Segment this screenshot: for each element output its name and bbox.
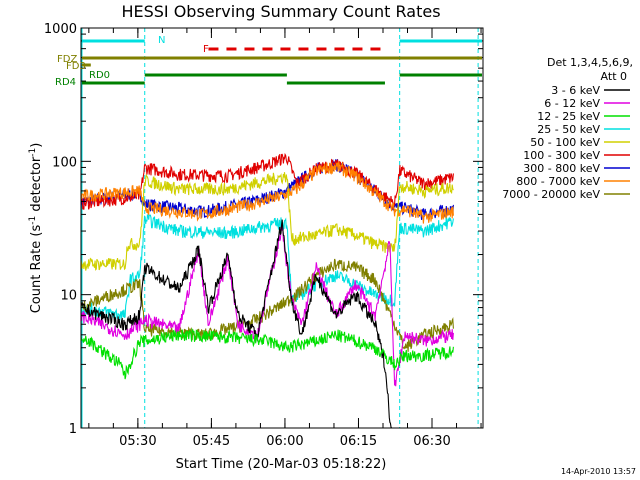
- legend-header-1: Det 1,3,4,5,6,9,: [547, 56, 633, 69]
- legend-label: 6 - 12 keV: [544, 97, 600, 110]
- x-tick-label: 06:30: [413, 434, 450, 449]
- flag-label: RD0: [89, 70, 110, 81]
- y-axis-label: Count Rate (s-1 detector-1): [28, 143, 44, 314]
- series-line: [81, 214, 454, 321]
- chart-title: HESSI Observing Summary Count Rates: [121, 2, 440, 21]
- y-axis-label-end: ): [29, 143, 44, 148]
- legend-label: 3 - 6 keV: [551, 84, 600, 97]
- series-line: [81, 172, 454, 271]
- plot-frame: [80, 27, 484, 429]
- plot-area: [81, 28, 479, 428]
- legend-label: 100 - 300 keV: [523, 149, 600, 162]
- series-line: [81, 327, 454, 380]
- y-axis-label-mid: detector: [29, 156, 44, 216]
- legend-label: 800 - 7000 keV: [516, 175, 600, 188]
- series-line: [81, 219, 395, 428]
- series-line: [81, 223, 454, 387]
- legend-header-2: Att 0: [601, 70, 627, 83]
- flag-label: N: [158, 35, 165, 46]
- y-tick-label: 1000: [44, 22, 77, 37]
- legend-label: 12 - 25 keV: [537, 110, 600, 123]
- x-tick-label: 06:00: [266, 434, 303, 449]
- y-axis-label-main: Count Rate (s: [29, 225, 44, 314]
- x-axis-label: Start Time (20-Mar-03 05:18:22): [176, 457, 387, 472]
- legend-label: 25 - 50 keV: [537, 123, 600, 136]
- legend-label: 50 - 100 keV: [530, 136, 600, 149]
- y-tick-label: 1: [69, 422, 77, 437]
- x-tick-label: 05:45: [193, 434, 230, 449]
- y-axis-label-sup1: -1: [28, 216, 38, 225]
- plot-timestamp: 14-Apr-2010 13:57: [561, 467, 636, 476]
- flag-label: F: [203, 44, 209, 55]
- y-tick-label: 100: [52, 155, 77, 170]
- x-axis-ticks: 05:30 05:45 06:00 06:15 06:30: [88, 28, 482, 449]
- y-axis-label-sup2: -1: [28, 148, 38, 157]
- series-line: [81, 152, 454, 210]
- legend-label: 300 - 800 keV: [523, 162, 600, 175]
- series-line: [81, 258, 454, 352]
- x-tick-label: 06:15: [340, 434, 377, 449]
- flag-label: FD3: [66, 61, 86, 72]
- flag-label: RD4: [55, 77, 76, 88]
- y-tick-label: 10: [60, 289, 77, 304]
- flag-label: FDZ: [57, 54, 77, 65]
- legend-label: 7000 - 20000 keV: [502, 188, 600, 201]
- plot-content: [81, 28, 479, 428]
- x-tick-label: 05:30: [119, 434, 156, 449]
